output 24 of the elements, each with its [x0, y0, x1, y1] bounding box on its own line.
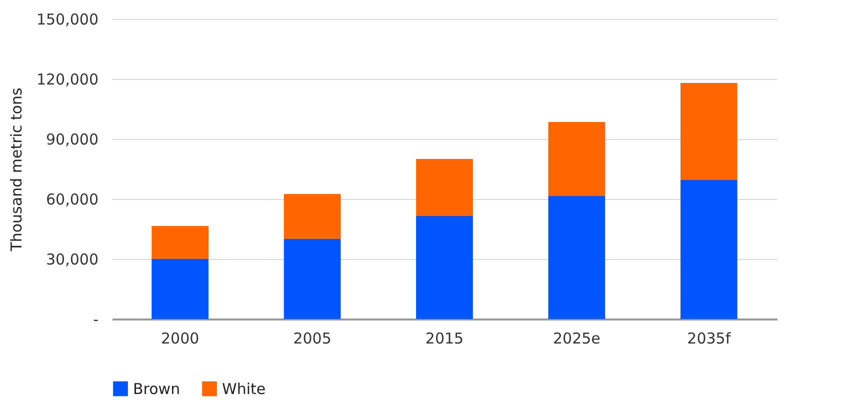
y-axis-title: Thousand metric tons: [7, 88, 26, 252]
bar: [152, 259, 209, 319]
x-tick-label: 2015: [425, 330, 464, 348]
bar: [416, 216, 473, 319]
y-tick-label: -: [93, 310, 98, 328]
bar: [548, 196, 606, 319]
bar: [548, 122, 606, 196]
x-tick-label: 2005: [293, 330, 332, 348]
x-tick-label: 2035f: [687, 330, 732, 348]
y-tick-label: 60,000: [46, 190, 98, 208]
y-tick-label: 120,000: [36, 70, 98, 88]
legend-label: White: [222, 380, 266, 398]
bar: [680, 180, 738, 319]
bar: [152, 226, 209, 259]
y-tick-label: 90,000: [46, 130, 98, 148]
legend-label: Brown: [133, 380, 180, 398]
y-tick-label: 30,000: [46, 250, 98, 268]
y-tick-label: 150,000: [36, 10, 98, 28]
bar: [416, 159, 473, 216]
bar: [284, 239, 341, 319]
x-tick-label: 2025e: [553, 330, 600, 348]
x-tick-label: 2000: [160, 330, 200, 348]
bar: [284, 194, 341, 239]
bar: [680, 83, 738, 180]
